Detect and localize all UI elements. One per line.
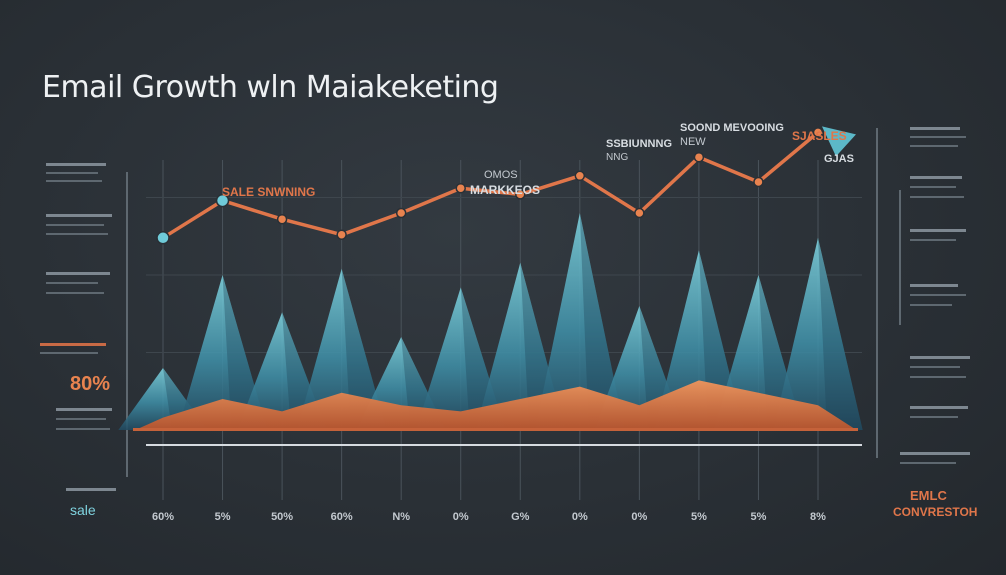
x-tick-label: 5% [691,511,707,523]
mid-annotation-b: MARKKEOS [470,183,540,197]
teal-peak-facet [282,312,327,430]
data-point [574,170,586,182]
x-tick-label: 0% [631,511,647,523]
orange-base-strip [133,428,858,431]
chart-title: Email Growth wln Maiakeketing [42,70,499,105]
teal-peak [237,312,327,430]
data-point [276,213,288,225]
teal-peak-facet [818,237,863,430]
x-tick-label: 5% [751,511,767,523]
x-tick-label: 60% [331,511,353,523]
data-point [634,207,645,219]
data-point [336,229,347,240]
orange-series [133,380,858,431]
teal-peak [296,268,387,430]
teal-peak [177,275,268,430]
annotations: SALE SNWNING SSBIUNNNG NNG SOOND MEVOOIN… [222,122,854,199]
chart-baseline [146,444,862,446]
data-point [812,127,824,138]
data-point [455,182,466,194]
data-point [395,207,407,219]
top-annotation-a: SSBIUNNNG [606,138,672,150]
right-panel: EMLC CONVRESTOH [876,127,977,519]
mid-annotation-a: OMOS [484,169,518,181]
teal-series [118,213,863,430]
x-tick-label: 5% [215,511,231,523]
right-label-a: EMLC [910,488,947,503]
teal-peak [773,237,863,430]
teal-peak-facet [460,287,506,430]
x-tick-label: 50% [271,511,293,523]
x-tick-label: 0% [572,511,588,523]
line-series [156,126,856,245]
data-point [693,151,705,163]
x-tick-label: 0% [453,511,469,523]
data-point [515,189,526,200]
top-annotation-b2: NEW [680,136,706,148]
top-annotation-c2: GJAS [824,153,854,165]
left-panel: 80% sale [40,163,128,518]
x-tick-label: G% [511,511,530,523]
left-percent-label: 80% [70,373,110,395]
data-point [156,231,170,245]
orange-area [133,380,858,431]
trend-line [161,130,820,240]
right-label-b: CONVRESTOH [893,505,977,519]
top-annotation-c: SJASLES [792,129,847,143]
teal-peak-facet [579,213,625,430]
sales-annotation: SALE SNWNING [222,185,315,199]
x-axis-ticks: 60% 5% 50% 60% N% 0% G% 0% 0% 5% 5% 8% [152,511,826,523]
top-annotation-a2: NNG [606,152,628,163]
data-point [753,176,764,188]
teal-peak [654,250,744,430]
teal-peak [475,262,565,430]
teal-peak-facet [341,268,387,430]
x-tick-label: 8% [810,511,826,523]
arrow-head [822,126,856,157]
x-tick-label: 60% [152,511,174,523]
x-tick-label: N% [392,511,410,523]
data-point [215,193,230,208]
teal-peak [416,287,506,430]
teal-peak-facet [222,275,268,430]
teal-peak [535,213,625,430]
top-annotation-b: SOOND MEVOOING [680,122,784,134]
left-sale-label: sale [70,502,96,518]
